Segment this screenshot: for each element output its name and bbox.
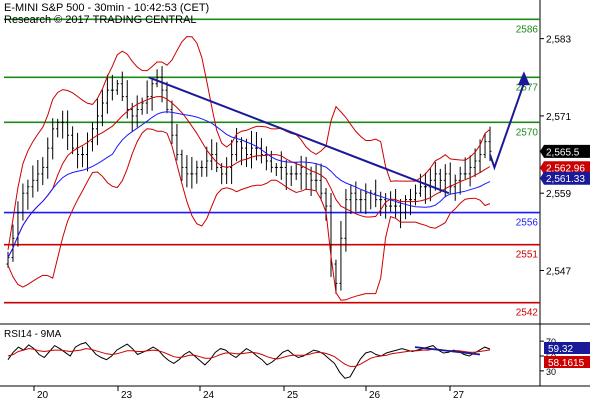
- moving-average-short: [7, 96, 491, 258]
- rsi-series-line: [7, 348, 491, 367]
- x-tick-label: 26: [369, 390, 381, 400]
- rsi-value-badge-label: 58.1615: [548, 358, 585, 369]
- level-label-2542: 2542: [516, 308, 539, 319]
- value-badge-label: 2,561.33: [546, 174, 585, 185]
- rsi-title: RSI14 - 9MA: [4, 329, 62, 340]
- level-label-2570: 2570: [516, 127, 539, 138]
- rsi-y-tick-label: 30: [546, 367, 556, 377]
- level-label-2551: 2551: [516, 250, 539, 261]
- value-badge-label: 2,565.5: [546, 147, 580, 158]
- y-tick-label: 2,583: [546, 35, 571, 46]
- moving-average-long: [7, 111, 491, 258]
- level-label-2577: 2577: [516, 82, 539, 93]
- level-label-2586: 2586: [516, 24, 539, 35]
- projection-arrow-line: [489, 82, 525, 171]
- value-badge-0: [540, 144, 590, 158]
- value-badge-label: 2,562.96: [546, 164, 585, 175]
- x-tick-label: 24: [203, 390, 215, 400]
- value-badge-2: [540, 171, 590, 185]
- resistance-trendline: [148, 76, 450, 195]
- projection-arrow-head: [517, 71, 530, 86]
- chart-copyright: Research © 2017 TRADING CENTRAL: [4, 14, 197, 26]
- x-tick-label: 25: [287, 390, 299, 400]
- rsi-value-badge-1: [544, 356, 590, 368]
- level-label-2556: 2556: [516, 218, 539, 229]
- y-tick-label: 2,547: [546, 266, 571, 277]
- chart-title: E-MINI S&P 500 - 30min - 10:42:53 (CET): [4, 2, 210, 14]
- bollinger-upper: [7, 36, 491, 250]
- y-tick-label: 2,559: [546, 189, 571, 200]
- x-tick-label: 23: [121, 390, 133, 400]
- bollinger-lower: [7, 128, 491, 301]
- value-badge-1: [540, 161, 590, 175]
- rsi-value-badge-0: [544, 342, 590, 354]
- x-tick-label: 20: [37, 390, 49, 400]
- y-tick-label: 2,571: [546, 112, 571, 123]
- rsi-trendline: [414, 346, 481, 356]
- rsi-value-badge-label: 59.32: [548, 344, 573, 355]
- x-tick-label: 27: [453, 390, 465, 400]
